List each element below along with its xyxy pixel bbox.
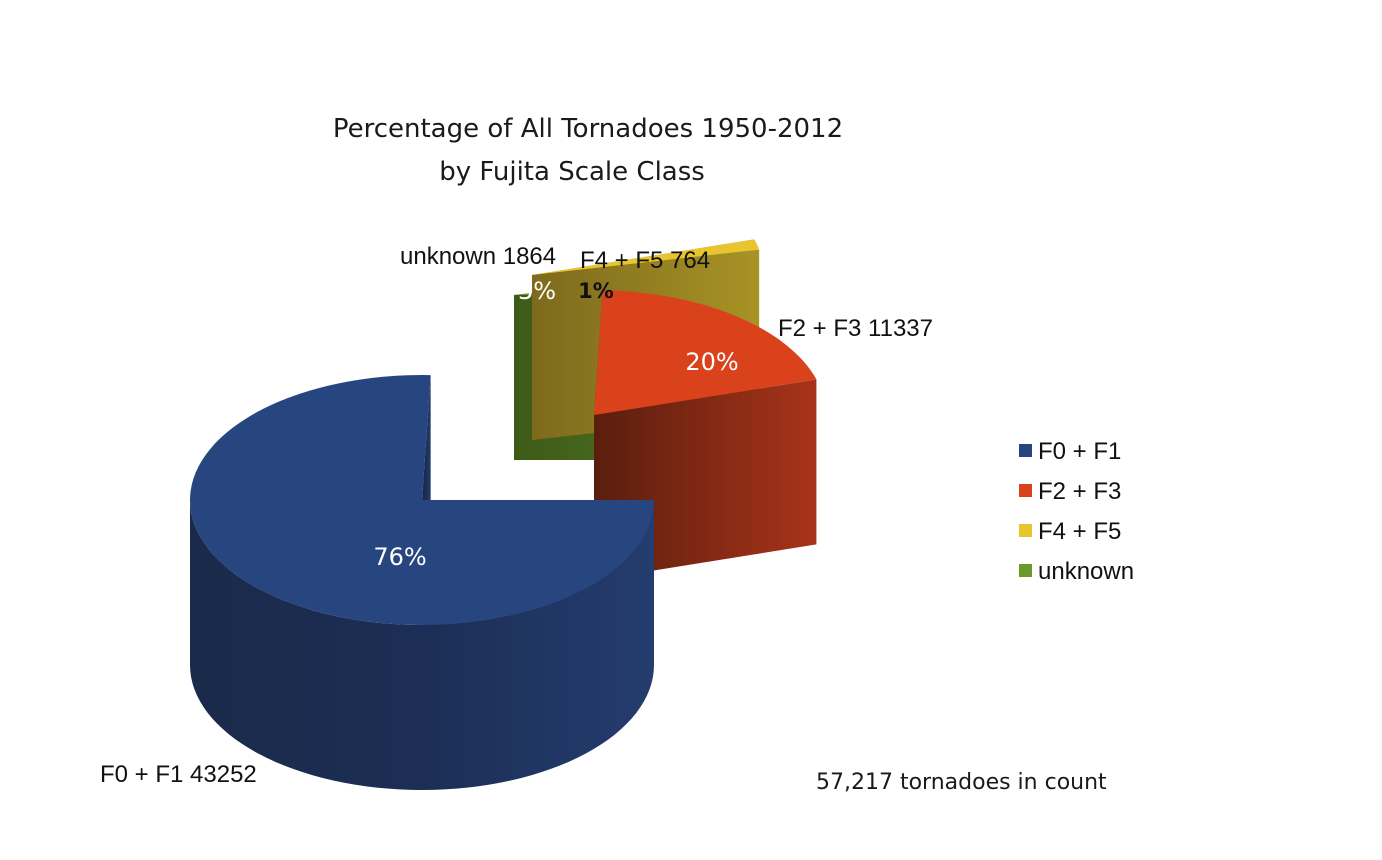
legend-label-f0-f1: F0 + F1 xyxy=(1038,438,1121,465)
legend-label-unknown: unknown xyxy=(1038,558,1134,585)
slice-f2-f3-top xyxy=(594,290,817,415)
pct-label-f0-f1: 76% xyxy=(373,543,426,571)
slice-label-f4-f5: F4 + F5 764 xyxy=(580,247,710,274)
legend-label-f4-f5: F4 + F5 xyxy=(1038,518,1121,545)
legend-swatch-f2-f3 xyxy=(1019,484,1032,497)
pie-slices xyxy=(189,239,817,790)
legend-label-f2-f3: F2 + F3 xyxy=(1038,478,1121,505)
slice-label-unknown: unknown 1864 xyxy=(400,243,556,270)
chart-subtitle: by Fujita Scale Class xyxy=(439,157,705,187)
legend-swatch-unknown xyxy=(1019,564,1032,577)
slice-label-f0-f1: F0 + F1 43252 xyxy=(100,761,257,788)
slice-f4-f5-top xyxy=(532,239,760,275)
legend-swatch-f4-f5 xyxy=(1019,524,1032,537)
slice-f0-f1-top xyxy=(189,374,655,626)
slice-f0-f1-wall xyxy=(190,500,654,790)
legend-swatch-f0-f1 xyxy=(1019,444,1032,457)
slice-label-f2-f3: F2 + F3 11337 xyxy=(778,315,933,342)
pct-label-f2-f3: 20% xyxy=(685,348,738,376)
pct-label-unknown: 3% xyxy=(518,277,556,305)
pct-label-f4-f5: 1% xyxy=(578,279,614,303)
slice-f0-f1 xyxy=(189,374,655,790)
total-count-note: 57,217 tornadoes in count xyxy=(816,770,1107,795)
legend: F0 + F1 F2 + F3 F4 + F5 unknown xyxy=(1019,438,1134,585)
chart-title: Percentage of All Tornadoes 1950-2012 xyxy=(333,114,843,144)
